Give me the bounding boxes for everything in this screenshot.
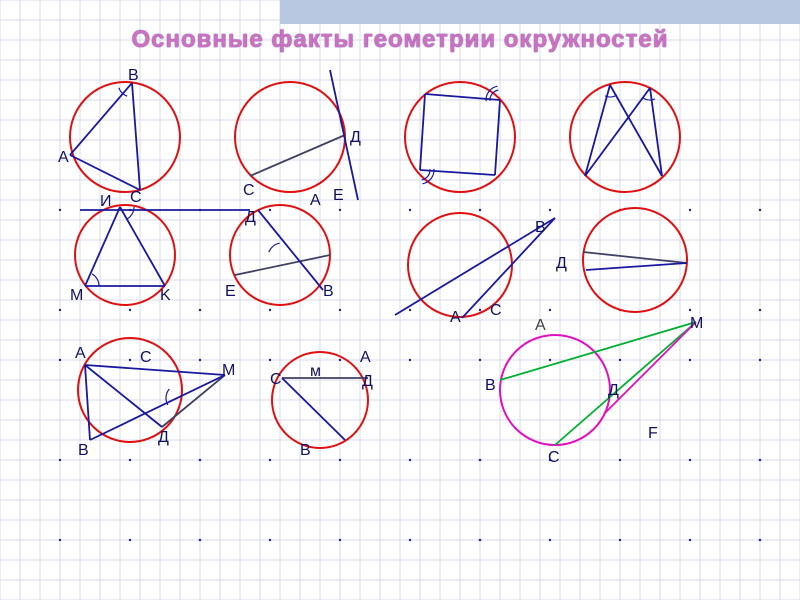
svg-text:С: С <box>243 182 255 199</box>
svg-text:С: С <box>548 449 560 466</box>
svg-text:М: М <box>690 315 703 332</box>
svg-text:В: В <box>535 219 546 236</box>
svg-text:С: С <box>140 349 152 366</box>
svg-text:В: В <box>300 442 311 459</box>
svg-text:А: А <box>450 309 461 326</box>
svg-text:А: А <box>310 192 321 209</box>
svg-text:М: М <box>70 287 83 304</box>
svg-text:Д: Д <box>245 209 256 226</box>
svg-text:В: В <box>323 283 334 300</box>
svg-text:F: F <box>648 425 658 442</box>
svg-text:Д: Д <box>556 255 567 272</box>
svg-text:Д: Д <box>350 129 361 146</box>
svg-text:С: С <box>270 371 282 388</box>
page-title: Основные факты геометрии окружностей <box>0 26 800 54</box>
svg-text:K: K <box>160 287 171 304</box>
svg-text:С: С <box>130 189 142 206</box>
svg-text:А: А <box>360 349 371 366</box>
svg-text:А: А <box>58 149 69 166</box>
svg-text:С: С <box>490 302 502 319</box>
svg-text:м: м <box>310 363 321 380</box>
svg-text:Д: Д <box>362 373 373 390</box>
svg-text:В: В <box>78 442 89 459</box>
svg-text:Д: Д <box>158 429 169 446</box>
svg-text:Е: Е <box>333 187 344 204</box>
svg-text:А: А <box>75 345 86 362</box>
svg-text:И: И <box>100 193 112 210</box>
svg-text:М: М <box>222 362 235 379</box>
svg-text:В: В <box>128 67 139 84</box>
svg-text:Е: Е <box>225 283 236 300</box>
diagram-canvas: ВАССДИМKАЕДЕВАСВДАСМДВАСмДВАМВДСF <box>0 0 800 600</box>
svg-text:Д: Д <box>608 382 619 399</box>
svg-text:В: В <box>485 377 496 394</box>
svg-text:А: А <box>535 317 546 334</box>
